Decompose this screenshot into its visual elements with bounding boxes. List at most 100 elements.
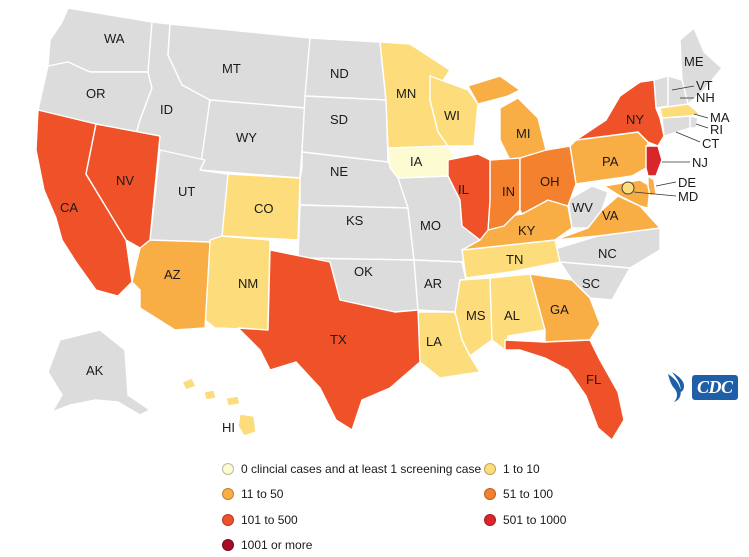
label-KY: KY xyxy=(518,223,536,238)
legend-label: 0 clincial cases and at least 1 screenin… xyxy=(241,462,482,476)
label-AZ: AZ xyxy=(164,267,181,282)
state-MA xyxy=(659,103,701,119)
state-HI xyxy=(181,377,257,437)
label-AR: AR xyxy=(424,276,442,291)
legend-label: 1 to 10 xyxy=(503,462,540,476)
legend-item-1001: 1001 or more xyxy=(222,538,312,552)
label-DE: DE xyxy=(678,175,696,190)
legend-item-screening: 0 clincial cases and at least 1 screenin… xyxy=(222,462,481,476)
label-ND: ND xyxy=(330,66,349,81)
legend-swatch xyxy=(484,514,496,526)
legend-swatch xyxy=(222,514,234,526)
label-NY: NY xyxy=(626,112,644,127)
legend-label: 1001 or more xyxy=(241,538,313,552)
state-NM xyxy=(204,235,271,331)
label-MS: MS xyxy=(466,308,486,323)
label-GA: GA xyxy=(550,302,569,317)
hhs-eagle-icon xyxy=(668,372,684,402)
legend-item-1-10: 1 to 10 xyxy=(484,462,540,476)
label-HI: HI xyxy=(222,420,235,435)
state-NV xyxy=(85,123,161,249)
label-NV: NV xyxy=(116,173,134,188)
state-DE xyxy=(647,175,657,197)
label-VT: VT xyxy=(696,78,713,93)
state-SD xyxy=(301,95,389,163)
legend-item-11-50: 11 to 50 xyxy=(222,487,283,501)
state-FL xyxy=(504,339,625,441)
label-TN: TN xyxy=(506,252,523,267)
cdc-logo-text: CDC xyxy=(692,374,738,400)
label-CA: CA xyxy=(60,200,78,215)
label-AK: AK xyxy=(86,363,104,378)
label-KS: KS xyxy=(346,213,364,228)
label-WI: WI xyxy=(444,108,460,123)
state-AZ xyxy=(131,239,211,331)
label-AL: AL xyxy=(504,308,520,323)
state-NJ xyxy=(645,145,663,177)
label-RI: RI xyxy=(710,122,723,137)
label-SD: SD xyxy=(330,112,348,127)
label-MT: MT xyxy=(222,61,241,76)
legend-swatch xyxy=(222,488,234,500)
label-OH: OH xyxy=(540,174,560,189)
label-MD: MD xyxy=(678,189,698,204)
legend-label: 11 to 50 xyxy=(241,487,284,501)
label-IL: IL xyxy=(458,182,469,197)
label-ME: ME xyxy=(684,54,704,69)
label-SC: SC xyxy=(582,276,600,291)
legend-swatch xyxy=(484,488,496,500)
label-TX: TX xyxy=(330,332,347,347)
leader-RI xyxy=(695,123,709,129)
state-CT xyxy=(661,115,691,137)
label-MO: MO xyxy=(420,218,441,233)
legend-label: 101 to 500 xyxy=(241,513,298,527)
leader-VT xyxy=(671,85,695,91)
label-WA: WA xyxy=(104,31,125,46)
legend-swatch xyxy=(222,463,234,475)
state-RI xyxy=(689,115,699,129)
label-IA: IA xyxy=(410,154,423,169)
leader-MA xyxy=(693,113,709,119)
label-ID: ID xyxy=(160,102,173,117)
label-NE: NE xyxy=(330,164,348,179)
label-IN: IN xyxy=(502,184,515,199)
label-LA: LA xyxy=(426,334,442,349)
leader-DE xyxy=(655,181,677,187)
state-OH xyxy=(519,145,577,215)
label-CO: CO xyxy=(254,201,274,216)
legend-item-51-100: 51 to 100 xyxy=(484,487,553,501)
us-map: WA OR ID MT WY UT ND SD NE KS OK TX CA N… xyxy=(35,7,730,441)
label-NM: NM xyxy=(238,276,258,291)
legend-item-101-500: 101 to 500 xyxy=(222,513,298,527)
label-FL: FL xyxy=(586,372,601,387)
label-MA: MA xyxy=(710,110,730,125)
state-MI xyxy=(467,75,547,161)
label-MN: MN xyxy=(396,86,416,101)
state-WI xyxy=(429,75,479,147)
legend-swatch xyxy=(222,539,234,551)
label-WV: WV xyxy=(572,200,593,215)
state-IL xyxy=(447,153,491,241)
leader-CT xyxy=(675,131,701,143)
leader-MD xyxy=(633,191,677,197)
legend-label: 51 to 100 xyxy=(503,487,554,501)
dc-marker xyxy=(621,181,635,195)
legend-item-501-1000: 501 to 1000 xyxy=(484,513,566,527)
label-NH: NH xyxy=(696,90,715,105)
label-NJ: NJ xyxy=(692,155,708,170)
state-GA xyxy=(529,273,601,343)
label-MI: MI xyxy=(516,126,530,141)
state-NY xyxy=(575,79,665,147)
state-AK xyxy=(47,329,151,416)
state-LA xyxy=(417,311,481,379)
state-SC xyxy=(559,261,631,301)
label-OK: OK xyxy=(354,264,373,279)
state-TX xyxy=(237,249,421,431)
label-WY: WY xyxy=(236,130,257,145)
label-PA: PA xyxy=(602,154,619,169)
legend-label: 501 to 1000 xyxy=(503,513,567,527)
cdc-logo: CDC xyxy=(664,370,738,404)
label-OR: OR xyxy=(86,86,106,101)
label-CT: CT xyxy=(702,136,719,151)
label-VA: VA xyxy=(602,208,619,223)
